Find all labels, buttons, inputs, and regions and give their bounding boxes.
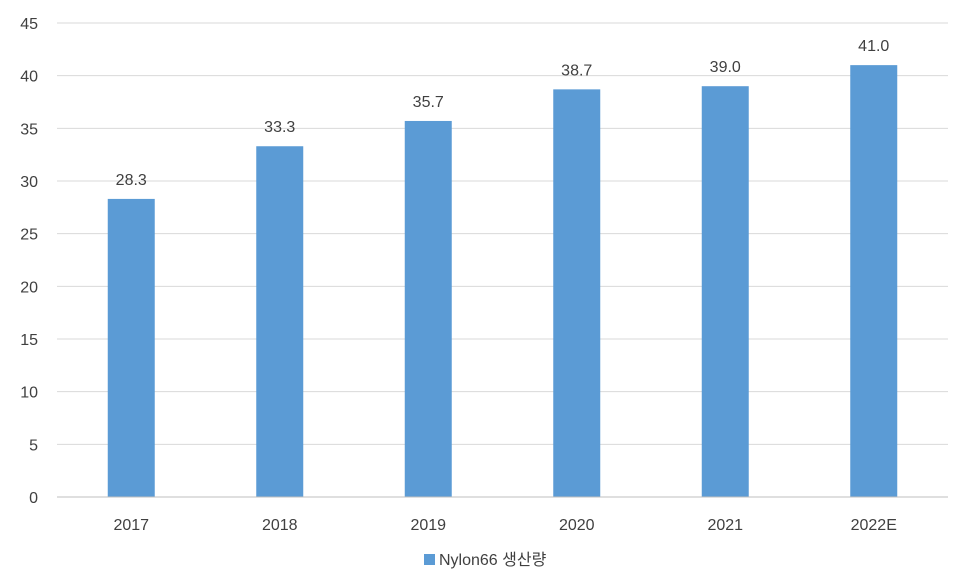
- y-tick-label: 40: [20, 69, 38, 86]
- y-tick-label: 35: [20, 121, 38, 138]
- x-tick-label: 2018: [262, 517, 298, 534]
- legend-label: Nylon66 생산량: [439, 551, 547, 569]
- x-tick-label: 2019: [410, 517, 446, 534]
- data-label: 38.7: [561, 62, 592, 79]
- y-tick-label: 20: [20, 279, 38, 296]
- grid-lines: [57, 22, 948, 445]
- y-axis-ticks: 0 5 10 15 20 25 30 35 40 45: [20, 16, 38, 507]
- data-label: 33.3: [264, 119, 295, 136]
- y-tick-label: 5: [29, 437, 38, 454]
- bar: [256, 146, 304, 498]
- x-axis-ticks: 2017 2018 2019 2020 2021 2022E: [113, 517, 896, 534]
- bar: [107, 198, 155, 497]
- legend: Nylon66 생산량: [424, 551, 547, 569]
- x-tick-label: 2020: [559, 517, 595, 534]
- y-tick-label: 15: [20, 332, 38, 349]
- bar: [404, 120, 452, 498]
- bar: [850, 65, 898, 497]
- data-label: 28.3: [116, 172, 147, 189]
- x-tick-label: 2022E: [851, 517, 897, 534]
- legend-swatch: [424, 554, 435, 565]
- bars: [107, 65, 898, 498]
- data-labels: 28.3 33.3 35.7 38.7 39.0 41.0: [116, 38, 890, 189]
- data-label: 41.0: [858, 38, 889, 55]
- data-label: 39.0: [710, 59, 741, 76]
- y-tick-label: 0: [29, 490, 38, 507]
- y-tick-label: 45: [20, 16, 38, 33]
- x-tick-label: 2017: [113, 517, 149, 534]
- data-label: 35.7: [413, 94, 444, 111]
- y-tick-label: 10: [20, 385, 38, 402]
- bar: [553, 89, 601, 498]
- bar: [701, 86, 749, 497]
- y-tick-label: 25: [20, 227, 38, 244]
- y-tick-label: 30: [20, 174, 38, 191]
- x-tick-label: 2021: [707, 517, 743, 534]
